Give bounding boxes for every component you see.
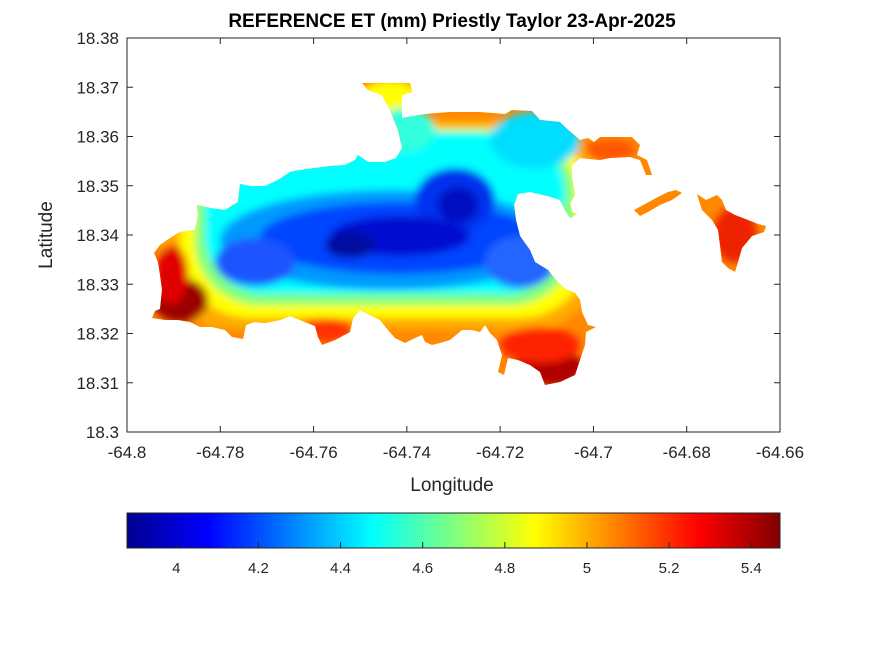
field-hot-se-outer <box>500 327 580 363</box>
y-axis-label: Latitude <box>36 201 57 269</box>
field-ne-cyan <box>490 112 580 168</box>
y-tick-label: 18.38 <box>76 29 119 48</box>
chart-title: REFERENCE ET (mm) Priestly Taylor 23-Apr… <box>228 11 676 32</box>
field-navy-2 <box>438 187 478 223</box>
colorbar-tick-label: 5 <box>583 560 591 577</box>
x-tick-label: -64.78 <box>196 443 244 462</box>
y-tick-label: 18.36 <box>76 128 119 147</box>
colorbar-ticks: 4 4.2 4.4 4.6 4.8 5 5.2 5.4 <box>172 542 762 577</box>
field-blue-west <box>215 238 295 286</box>
y-axis-ticks: 18.3 18.31 18.32 18.33 18.34 18.35 18.36 18.37 1… <box>76 29 780 442</box>
x-axis-ticks: -64.8 -64.78 -64.76 -64.74 -64.72 -64.7 -64.68… <box>108 38 804 462</box>
x-tick-label: -64.76 <box>289 443 337 462</box>
x-axis-label: Longitude <box>410 475 493 496</box>
x-tick-label: -64.74 <box>383 443 431 462</box>
colorbar-tick-label: 4.4 <box>330 560 351 577</box>
y-tick-label: 18.32 <box>76 325 119 344</box>
colorbar-tick-label: 5.2 <box>659 560 680 577</box>
colorbar-tick-label: 4.6 <box>412 560 433 577</box>
y-tick-label: 18.31 <box>76 374 119 393</box>
x-tick-label: -64.68 <box>663 443 711 462</box>
x-tick-label: -64.7 <box>574 443 613 462</box>
colorbar-tick-label: 5.4 <box>741 560 762 577</box>
y-tick-label: 18.3 <box>86 423 119 442</box>
y-tick-label: 18.34 <box>76 226 119 245</box>
y-tick-label: 18.37 <box>76 78 119 97</box>
field-hot-ne <box>585 140 635 160</box>
y-tick-label: 18.35 <box>76 177 119 196</box>
colorbar <box>126 512 781 549</box>
x-tick-label: -64.72 <box>476 443 524 462</box>
x-tick-label: -64.8 <box>108 443 147 462</box>
y-tick-label: 18.33 <box>76 275 119 294</box>
colorbar-tick-label: 4 <box>172 560 180 577</box>
colorbar-tick-label: 4.2 <box>248 560 269 577</box>
colorbar-tick-label: 4.8 <box>494 560 515 577</box>
field-navy-3 <box>325 232 375 258</box>
field-hot-sw-outer <box>156 245 188 305</box>
x-tick-label: -64.66 <box>756 443 804 462</box>
